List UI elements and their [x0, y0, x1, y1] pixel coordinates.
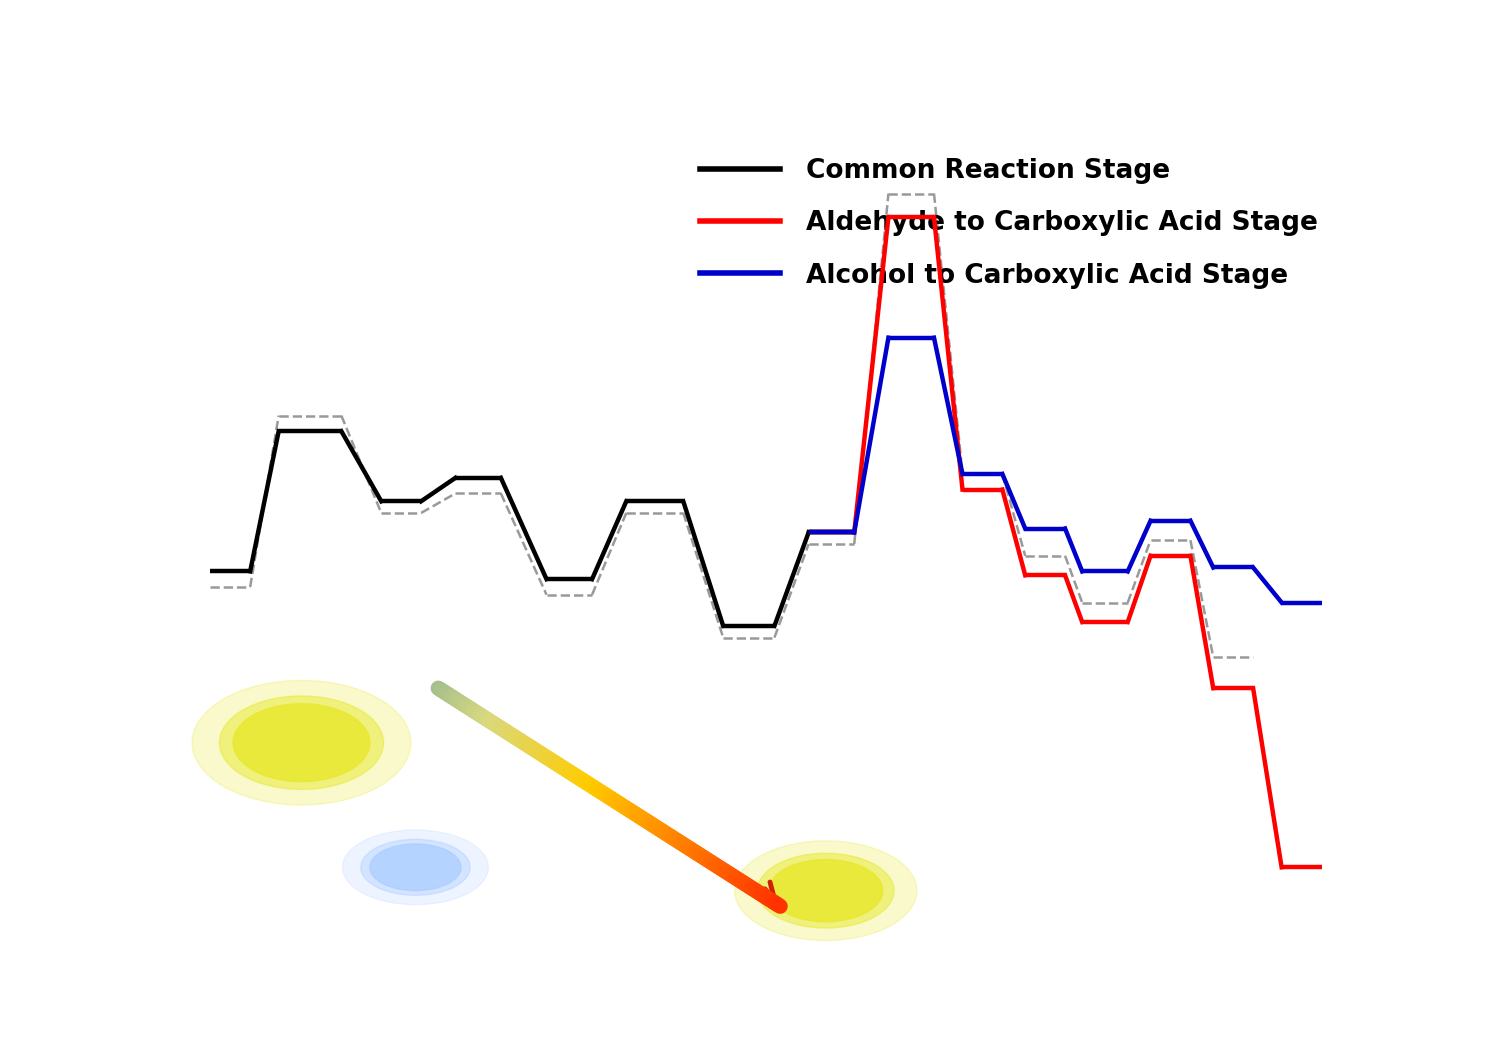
Ellipse shape	[758, 853, 894, 928]
Ellipse shape	[219, 696, 384, 789]
Ellipse shape	[360, 839, 470, 895]
Ellipse shape	[192, 681, 411, 805]
Ellipse shape	[735, 841, 916, 941]
Ellipse shape	[232, 704, 370, 782]
Ellipse shape	[768, 859, 882, 922]
Ellipse shape	[370, 844, 460, 891]
Ellipse shape	[342, 829, 489, 905]
Legend: Common Reaction Stage, Aldehyde to Carboxylic Acid Stage, Alcohol to Carboxylic : Common Reaction Stage, Aldehyde to Carbo…	[687, 144, 1330, 302]
